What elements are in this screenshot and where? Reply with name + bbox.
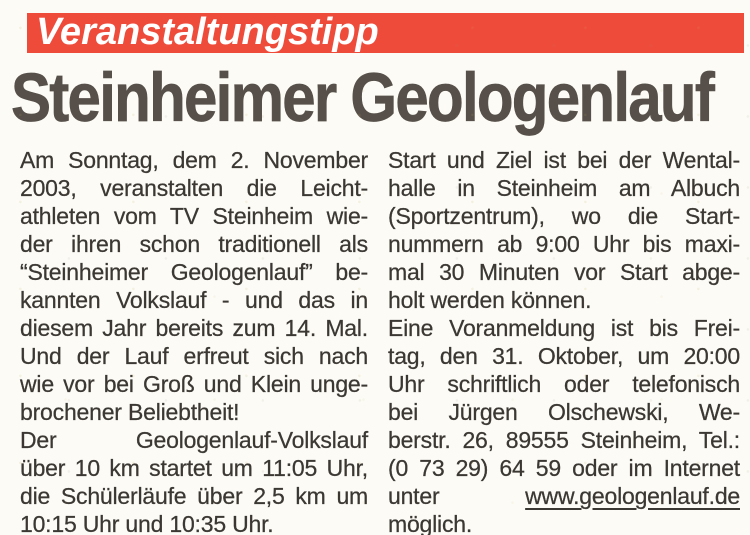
kicker-label: Veranstaltungstipp bbox=[36, 11, 379, 53]
article-column-left: Am Sonntag, dem 2. November 2003, verans… bbox=[20, 146, 368, 535]
text-line: über 10 km startet um 11:05 Uhr, bbox=[20, 455, 368, 481]
text-line: kannten Volkslauf - und das in bbox=[20, 287, 368, 313]
text-line: (Sportzentrum), wo die Start- bbox=[388, 203, 740, 229]
text-line: mal 30 Minuten vor Start abge- bbox=[388, 259, 740, 285]
text-line: die Schülerläufe über 2,5 km um bbox=[20, 483, 368, 509]
website-link: www.geologenlauf.de bbox=[525, 483, 740, 509]
text-line: diesem Jahr bereits zum 14. Mal. bbox=[20, 315, 368, 341]
text-line: halle in Steinheim am Albuch bbox=[388, 175, 740, 201]
text-line: (0 73 29) 64 59 oder im Internet bbox=[388, 455, 740, 481]
text-line: Der Geologenlauf-Volkslauf bbox=[20, 427, 368, 453]
text-line: Uhr schriftlich oder telefonisch bbox=[388, 371, 740, 397]
article-body: Am Sonntag, dem 2. November 2003, verans… bbox=[20, 146, 740, 535]
text-line: nummern ab 9:00 Uhr bis maxi- bbox=[388, 231, 740, 257]
text-line: Am Sonntag, dem 2. November bbox=[20, 147, 368, 173]
text-line-with-url: unter www.geologenlauf.de bbox=[388, 482, 740, 510]
text-line: Und der Lauf erfreut sich nach bbox=[20, 343, 368, 369]
text-line: berstr. 26, 89555 Steinheim, Tel.: bbox=[388, 427, 740, 453]
text-line: “Steinheimer Geologenlauf” be- bbox=[20, 259, 368, 285]
text-line: holt werden können. bbox=[388, 287, 592, 313]
kicker-banner: Veranstaltungstipp bbox=[27, 13, 744, 53]
text-line: 10:15 Uhr und 10:35 Uhr. bbox=[20, 511, 274, 535]
text-line: tag, den 31. Oktober, um 20:00 bbox=[388, 343, 740, 369]
headline: Steinheimer Geologenlauf bbox=[11, 59, 715, 136]
text-line: brochener Beliebtheit! bbox=[20, 399, 240, 425]
url-prefix-text: unter bbox=[388, 483, 440, 509]
text-line: der ihren schon traditionell als bbox=[20, 231, 368, 257]
text-line: bei Jürgen Olschewski, We- bbox=[388, 399, 740, 425]
text-line: wie vor bei Groß und Klein unge- bbox=[20, 371, 368, 397]
article-column-right: Start und Ziel ist bei der Wental- halle… bbox=[388, 146, 740, 535]
text-line: möglich. bbox=[388, 511, 473, 535]
text-line: 2003, veranstalten die Leicht- bbox=[20, 175, 368, 201]
text-line: athleten vom TV Steinheim wie- bbox=[20, 203, 368, 229]
text-line: Eine Voranmeldung ist bis Frei- bbox=[388, 315, 740, 341]
text-line: Start und Ziel ist bei der Wental- bbox=[388, 147, 740, 173]
